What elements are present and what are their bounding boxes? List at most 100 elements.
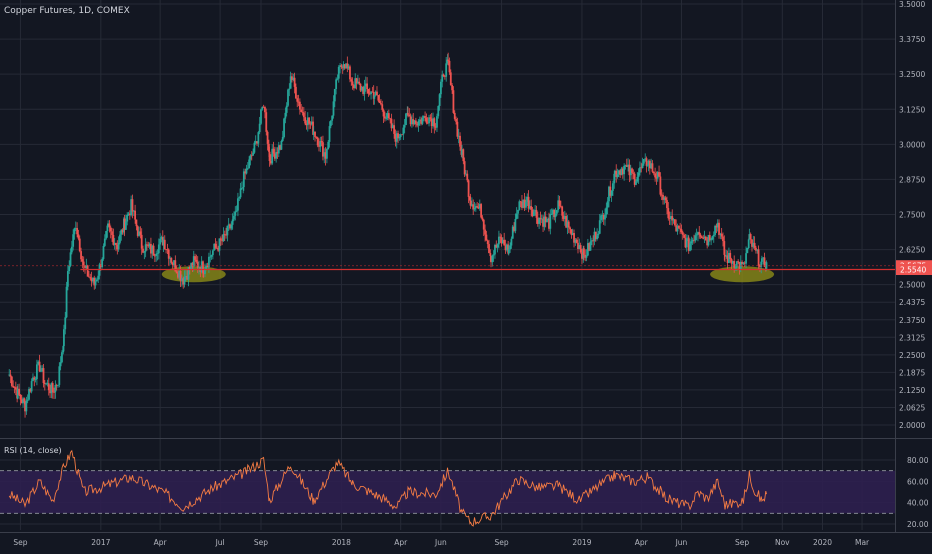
candle-body [693,239,695,241]
candle-body [140,234,143,249]
price-tick-label: 2.1875 [899,368,925,377]
time-tick-label: Apr [394,538,408,547]
candle-body [233,215,235,220]
candle-body [517,209,519,214]
candle-body [687,237,690,251]
candle-body [543,216,546,227]
candle-body [481,217,484,220]
candle-body [58,366,61,385]
candle-body [227,224,230,226]
candle-body [391,125,394,129]
candle-body [151,245,154,254]
candle-body [733,261,736,268]
candle-body [132,210,135,212]
candle-body [314,131,316,137]
candle-body [208,256,210,268]
candle-body [342,64,345,68]
candle-body [305,123,308,126]
candle-body [581,252,583,259]
candle-body [519,201,522,203]
rsi-line [8,449,767,527]
candle-body [331,115,334,121]
candle-body [729,252,732,259]
candle-body [720,233,723,237]
time-tick-label: Apr [154,538,168,547]
candle-body [667,208,670,219]
candle-body [54,385,57,393]
candle-body [602,215,605,220]
candle-body [191,263,194,267]
candle-body [432,118,434,127]
candle-body [284,112,287,119]
candle-body [19,394,22,400]
candle-body [455,118,457,122]
candle-body [107,223,109,226]
rsi-tick-label: 60.00 [907,477,929,486]
candle-body [364,83,367,87]
candle-body [434,126,437,128]
candle-body [121,229,124,233]
candle-body [309,123,312,125]
candle-body [231,219,234,225]
candle-body [600,215,602,221]
candle-body [617,170,620,175]
time-tick-label: 2017 [91,538,110,547]
candle-body [722,236,724,242]
candle-body [635,181,637,185]
candle-body [333,89,336,102]
candle-body [436,116,438,128]
candle-body [734,267,737,269]
candle-body [200,261,203,272]
candle-body [162,239,165,246]
candle-body [511,226,514,239]
candle-body [518,201,521,210]
candle-body [115,243,117,245]
candle-body [94,281,97,286]
candle-body [621,168,624,175]
candle-body [503,239,506,246]
price-tick-label: 3.3750 [899,35,925,44]
candle-body [175,271,178,274]
candle-body [315,136,318,138]
support-price-badge [896,264,932,276]
candle-body [66,271,69,287]
candle-body [254,141,257,143]
candle-body [507,244,510,254]
candle-body [272,148,275,154]
candle-body [24,402,26,412]
candle-body [486,240,489,245]
candle-body [437,105,440,117]
candle-body [563,216,566,219]
candle-body [12,385,15,388]
candle-body [569,227,571,230]
candle-body [256,141,258,144]
candle-body [452,90,455,113]
candle-body [421,117,424,124]
candle-body [594,231,597,240]
candle-body [239,188,242,198]
candle-body [544,216,547,223]
candle-body [494,244,496,255]
candle-body [261,107,264,110]
candle-body [526,196,529,202]
candle-body [64,317,67,330]
time-tick-label: Jun [434,538,447,547]
candle-body [513,226,515,231]
candle-body [25,400,28,412]
candle-body [700,236,703,239]
candle-body [706,240,709,246]
candle-body [556,210,558,214]
candle-body [246,168,249,170]
candle-body [681,232,684,235]
candle-body [548,218,550,229]
candle-body [252,152,254,156]
time-tick-label: Sep [13,538,27,547]
candle-body [390,118,393,129]
rsi-tick-label: 20.00 [907,520,929,529]
candle-body [106,225,109,232]
candle-body [401,134,403,136]
candle-body [221,240,224,242]
candle-body [180,278,183,281]
time-tick-label: Jul [215,538,225,547]
